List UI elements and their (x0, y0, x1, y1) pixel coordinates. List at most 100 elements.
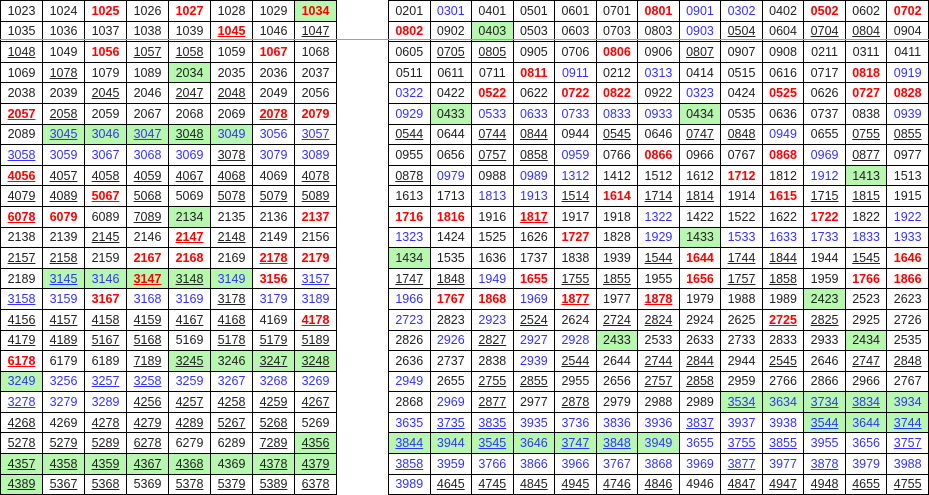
grid-cell[interactable]: 5189 (294, 329, 337, 352)
grid-cell[interactable]: 4746 (595, 473, 639, 495)
grid-cell[interactable]: 5268 (252, 411, 295, 434)
grid-cell[interactable]: 2926 (429, 329, 473, 352)
grid-cell[interactable]: 4056 (0, 164, 43, 187)
grid-cell[interactable]: 1817 (512, 205, 556, 228)
grid-cell[interactable]: 3644 (844, 411, 888, 434)
grid-cell[interactable]: 0501 (512, 0, 556, 22)
grid-cell[interactable]: 0727 (844, 82, 888, 104)
grid-cell[interactable]: 3068 (126, 144, 169, 166)
grid-cell[interactable]: 0711 (471, 61, 514, 84)
grid-cell[interactable]: 1078 (42, 61, 85, 84)
grid-cell[interactable]: 2158 (42, 247, 85, 269)
grid-cell[interactable]: 0767 (720, 144, 763, 166)
grid-cell[interactable]: 3149 (210, 267, 253, 290)
grid-cell[interactable]: 0848 (720, 123, 763, 146)
grid-cell[interactable]: 0601 (554, 0, 597, 22)
grid-cell[interactable]: 3245 (168, 350, 211, 372)
grid-cell[interactable]: 3159 (42, 288, 85, 310)
grid-cell[interactable]: 1068 (294, 41, 337, 63)
grid-cell[interactable]: 1056 (84, 41, 127, 63)
grid-cell[interactable]: 0904 (886, 20, 929, 43)
grid-cell[interactable]: 6089 (84, 205, 127, 228)
grid-cell[interactable]: 1522 (720, 205, 763, 228)
grid-cell[interactable]: 1949 (471, 267, 514, 290)
grid-cell[interactable]: 4845 (512, 473, 556, 495)
grid-cell[interactable]: 0401 (471, 0, 514, 22)
grid-cell[interactable]: 2178 (252, 247, 295, 269)
grid-cell[interactable]: 5168 (126, 329, 169, 352)
grid-cell[interactable]: 0301 (429, 0, 473, 22)
grid-cell[interactable]: 2944 (720, 350, 763, 372)
grid-cell[interactable]: 4178 (294, 308, 337, 331)
grid-cell[interactable]: 5369 (126, 473, 169, 495)
grid-cell[interactable]: 4847 (720, 473, 763, 495)
grid-cell[interactable]: 0545 (595, 123, 639, 146)
grid-cell[interactable]: 1644 (678, 247, 722, 269)
grid-cell[interactable]: 4367 (126, 453, 169, 475)
grid-cell[interactable]: 1413 (844, 164, 888, 187)
grid-cell[interactable]: 4258 (210, 391, 253, 413)
grid-cell[interactable]: 4946 (678, 473, 722, 495)
grid-cell[interactable]: 0511 (388, 61, 431, 84)
grid-cell[interactable]: 0302 (720, 0, 763, 22)
grid-cell[interactable]: 2048 (210, 82, 253, 104)
grid-cell[interactable]: 2169 (210, 247, 253, 269)
grid-cell[interactable]: 2145 (84, 226, 127, 249)
grid-cell[interactable]: 3247 (252, 350, 295, 372)
grid-cell[interactable]: 2433 (595, 329, 639, 352)
grid-cell[interactable]: 3955 (803, 432, 846, 455)
grid-cell[interactable]: 3257 (84, 370, 127, 393)
grid-cell[interactable]: 7089 (126, 205, 169, 228)
grid-cell[interactable]: 2036 (252, 61, 295, 84)
grid-cell[interactable]: 3058 (0, 144, 43, 166)
grid-cell[interactable]: 2545 (761, 350, 805, 372)
grid-cell[interactable]: 0737 (803, 102, 846, 125)
grid-cell[interactable]: 3747 (554, 432, 597, 455)
grid-cell[interactable]: 2189 (0, 267, 43, 290)
grid-cell[interactable]: 3938 (761, 411, 805, 434)
grid-cell[interactable]: 0922 (637, 82, 680, 104)
grid-cell[interactable]: 0633 (512, 102, 556, 125)
grid-cell[interactable]: 2767 (886, 370, 929, 393)
grid-cell[interactable]: 2179 (294, 247, 337, 269)
grid-cell[interactable]: 1713 (429, 185, 473, 207)
grid-cell[interactable]: 3168 (126, 288, 169, 310)
grid-cell[interactable]: 0822 (595, 82, 639, 104)
grid-cell[interactable]: 4279 (126, 411, 169, 434)
grid-cell[interactable]: 3966 (554, 453, 597, 475)
grid-cell[interactable]: 0833 (595, 102, 639, 125)
grid-cell[interactable]: 5367 (42, 473, 85, 495)
grid-cell[interactable]: 0747 (678, 123, 722, 146)
grid-cell[interactable]: 1848 (429, 267, 473, 290)
grid-cell[interactable]: 0702 (886, 0, 929, 22)
grid-cell[interactable]: 1433 (678, 226, 722, 249)
grid-cell[interactable]: 2624 (554, 308, 597, 331)
grid-cell[interactable]: 0838 (844, 102, 888, 125)
grid-cell[interactable]: 0979 (429, 164, 473, 187)
grid-cell[interactable]: 2069 (210, 102, 253, 125)
grid-cell[interactable]: 2056 (294, 82, 337, 104)
grid-cell[interactable]: 6079 (42, 205, 85, 228)
grid-cell[interactable]: 3736 (554, 411, 597, 434)
grid-cell[interactable]: 1079 (84, 61, 127, 84)
grid-cell[interactable]: 5269 (294, 411, 337, 434)
grid-cell[interactable]: 0313 (637, 61, 680, 84)
grid-cell[interactable]: 0755 (844, 123, 888, 146)
grid-cell[interactable]: 5267 (210, 411, 253, 434)
grid-cell[interactable]: 1989 (761, 288, 805, 310)
grid-cell[interactable]: 5389 (252, 473, 295, 495)
grid-cell[interactable]: 1535 (429, 247, 473, 269)
grid-cell[interactable]: 1026 (126, 0, 169, 22)
grid-cell[interactable]: 2167 (126, 247, 169, 269)
grid-cell[interactable]: 2833 (761, 329, 805, 352)
grid-cell[interactable]: 3848 (595, 432, 639, 455)
grid-cell[interactable]: 2089 (0, 123, 43, 146)
grid-cell[interactable]: 2535 (886, 329, 929, 352)
grid-cell[interactable]: 2059 (84, 102, 127, 125)
grid-cell[interactable]: 1614 (595, 185, 639, 207)
grid-cell[interactable]: 1816 (429, 205, 473, 228)
grid-cell[interactable]: 4846 (637, 473, 680, 495)
grid-cell[interactable]: 0906 (637, 41, 680, 63)
grid-cell[interactable]: 2924 (678, 308, 722, 331)
grid-cell[interactable]: 1714 (637, 185, 680, 207)
